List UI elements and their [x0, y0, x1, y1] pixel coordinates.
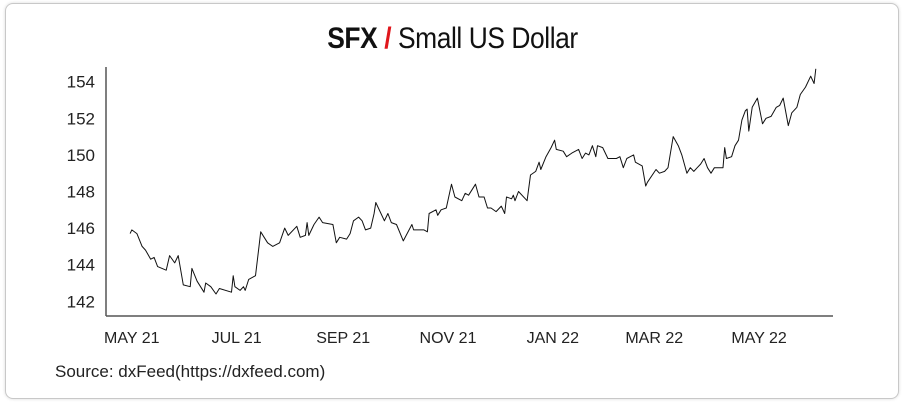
- x-tick-label: MAY 22: [731, 330, 787, 347]
- x-tick-label: SEP 21: [316, 330, 370, 347]
- source-note: Source: dxFeed(https://dxfeed.com): [55, 362, 326, 381]
- x-tick-label: JAN 22: [527, 330, 580, 347]
- y-tick-label: 146: [67, 219, 95, 238]
- title-name: Small US Dollar: [398, 22, 578, 55]
- y-tick-label: 150: [67, 146, 95, 165]
- x-tick-label: MAR 22: [625, 330, 683, 347]
- y-tick-label: 154: [67, 73, 95, 92]
- y-tick-label: 152: [67, 109, 95, 128]
- x-tick-label: JUL 21: [212, 330, 262, 347]
- x-tick-label: NOV 21: [420, 330, 477, 347]
- title-separator: /: [384, 22, 392, 55]
- chart-card: [5, 3, 899, 399]
- y-tick-label: 142: [67, 292, 95, 311]
- chart-title: SFX / Small US Dollar: [54, 22, 850, 56]
- x-tick-label: MAY 21: [104, 330, 160, 347]
- price-line: [129, 68, 817, 295]
- y-tick-label: 144: [67, 256, 95, 275]
- y-tick-label: 148: [67, 183, 95, 202]
- title-symbol: SFX: [327, 22, 378, 55]
